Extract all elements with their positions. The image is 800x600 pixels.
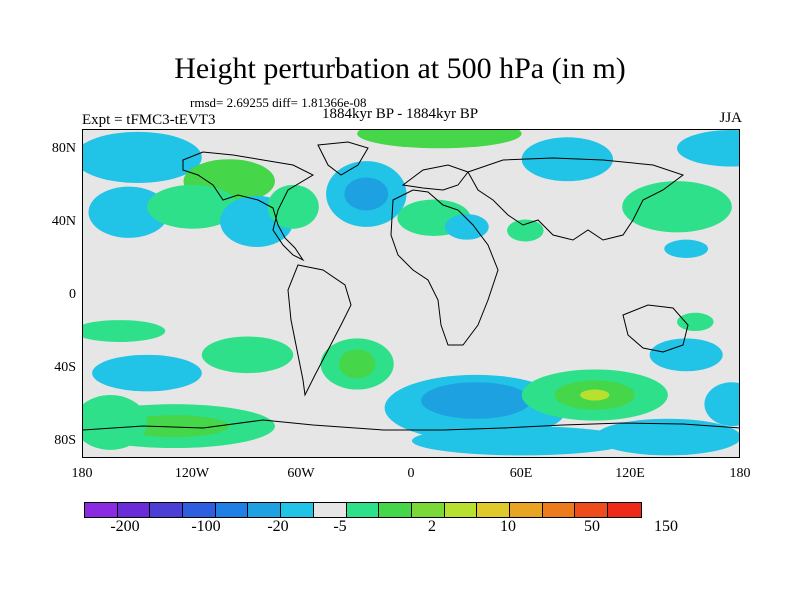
map-canvas	[83, 130, 739, 457]
colorbar-swatch	[346, 503, 380, 517]
y-tick-label-80n: 80N	[51, 141, 76, 156]
colorbar-label: 50	[584, 518, 600, 535]
field-region	[677, 312, 714, 332]
field-region	[594, 418, 739, 456]
field-region	[412, 426, 632, 456]
colorbar-label: 150	[654, 518, 678, 535]
colorbar-label: 10	[500, 518, 516, 535]
x-tick-label-180w: 180	[71, 466, 93, 481]
field-region	[201, 336, 294, 374]
colorbar-swatch	[215, 503, 249, 517]
x-tick-label-120w: 120W	[174, 466, 210, 481]
field-region	[267, 184, 319, 229]
period-label: 1884kyr BP - 1884kyr BP	[322, 106, 479, 122]
field-region	[83, 131, 202, 183]
field-region	[664, 239, 709, 258]
field-region	[704, 382, 739, 427]
page-title: Height perturbation at 500 hPa (in m)	[174, 52, 626, 85]
coastline-asia	[467, 157, 685, 241]
colorbar-swatch	[608, 503, 641, 517]
field-region	[83, 320, 166, 343]
field-region	[146, 184, 239, 229]
coastline-europe	[401, 164, 469, 191]
coastline-antarctica	[83, 419, 739, 431]
colorbar-swatch	[281, 503, 314, 517]
colorbar-label: -20	[267, 518, 289, 535]
colorbar-swatch	[150, 503, 184, 517]
field-region	[622, 181, 732, 233]
colorbar-label: -5	[333, 518, 347, 535]
experiment-label: Expt = tFMC3-tEVT3	[82, 112, 216, 128]
y-tick-label-0: 0	[69, 287, 76, 302]
x-tick-label-120e: 120E	[615, 466, 645, 481]
field-region	[580, 389, 610, 401]
map-plot	[82, 129, 740, 458]
field-region	[344, 177, 389, 211]
stats-line: rmsd= 2.69255 diff= 1.81366e-08	[190, 95, 367, 110]
field-region	[88, 186, 169, 238]
colorbar-swatch	[117, 503, 151, 517]
field-regions	[83, 130, 739, 456]
field-region	[444, 214, 489, 240]
field-region	[507, 219, 544, 242]
coastline-australia	[622, 304, 689, 353]
colorbar-swatch	[85, 503, 118, 517]
coastline-africa	[390, 189, 499, 346]
field-region	[677, 130, 739, 167]
field-region	[119, 415, 230, 438]
colorbar-swatch	[313, 503, 347, 517]
y-tick-label-80s: 80S	[54, 433, 76, 448]
coastline-greenland	[317, 141, 369, 176]
coastlines	[83, 141, 739, 431]
x-tick-label-180e: 180	[729, 466, 751, 481]
colorbar-swatch	[444, 503, 478, 517]
colorbar-swatch	[477, 503, 510, 517]
colorbar-swatch	[183, 503, 216, 517]
colorbar-swatch	[542, 503, 576, 517]
y-tick-label-40s: 40S	[54, 360, 76, 375]
colorbar-swatch	[509, 503, 543, 517]
coastline-north-america	[182, 151, 315, 262]
colorbar-swatch	[248, 503, 282, 517]
y-tick-label-40n: 40N	[51, 214, 76, 229]
field-region	[92, 354, 202, 392]
field-region	[338, 349, 376, 379]
colorbar	[84, 502, 642, 518]
season-label: JJA	[719, 110, 742, 126]
field-region	[83, 395, 147, 450]
x-tick-label-60w: 60W	[287, 466, 315, 481]
field-region	[421, 382, 531, 419]
coastline-south-america	[287, 264, 352, 397]
x-tick-label-0: 0	[407, 466, 415, 481]
colorbar-swatch	[575, 503, 608, 517]
colorbar-label: -100	[191, 518, 221, 535]
field-region	[357, 130, 522, 149]
x-tick-label-60e: 60E	[509, 466, 533, 481]
colorbar-swatch	[411, 503, 445, 517]
colorbar-label: -200	[110, 518, 140, 535]
colorbar-swatch	[379, 503, 412, 517]
field-region	[649, 338, 723, 372]
colorbar-label: 2	[428, 518, 436, 535]
field-region	[521, 137, 614, 182]
